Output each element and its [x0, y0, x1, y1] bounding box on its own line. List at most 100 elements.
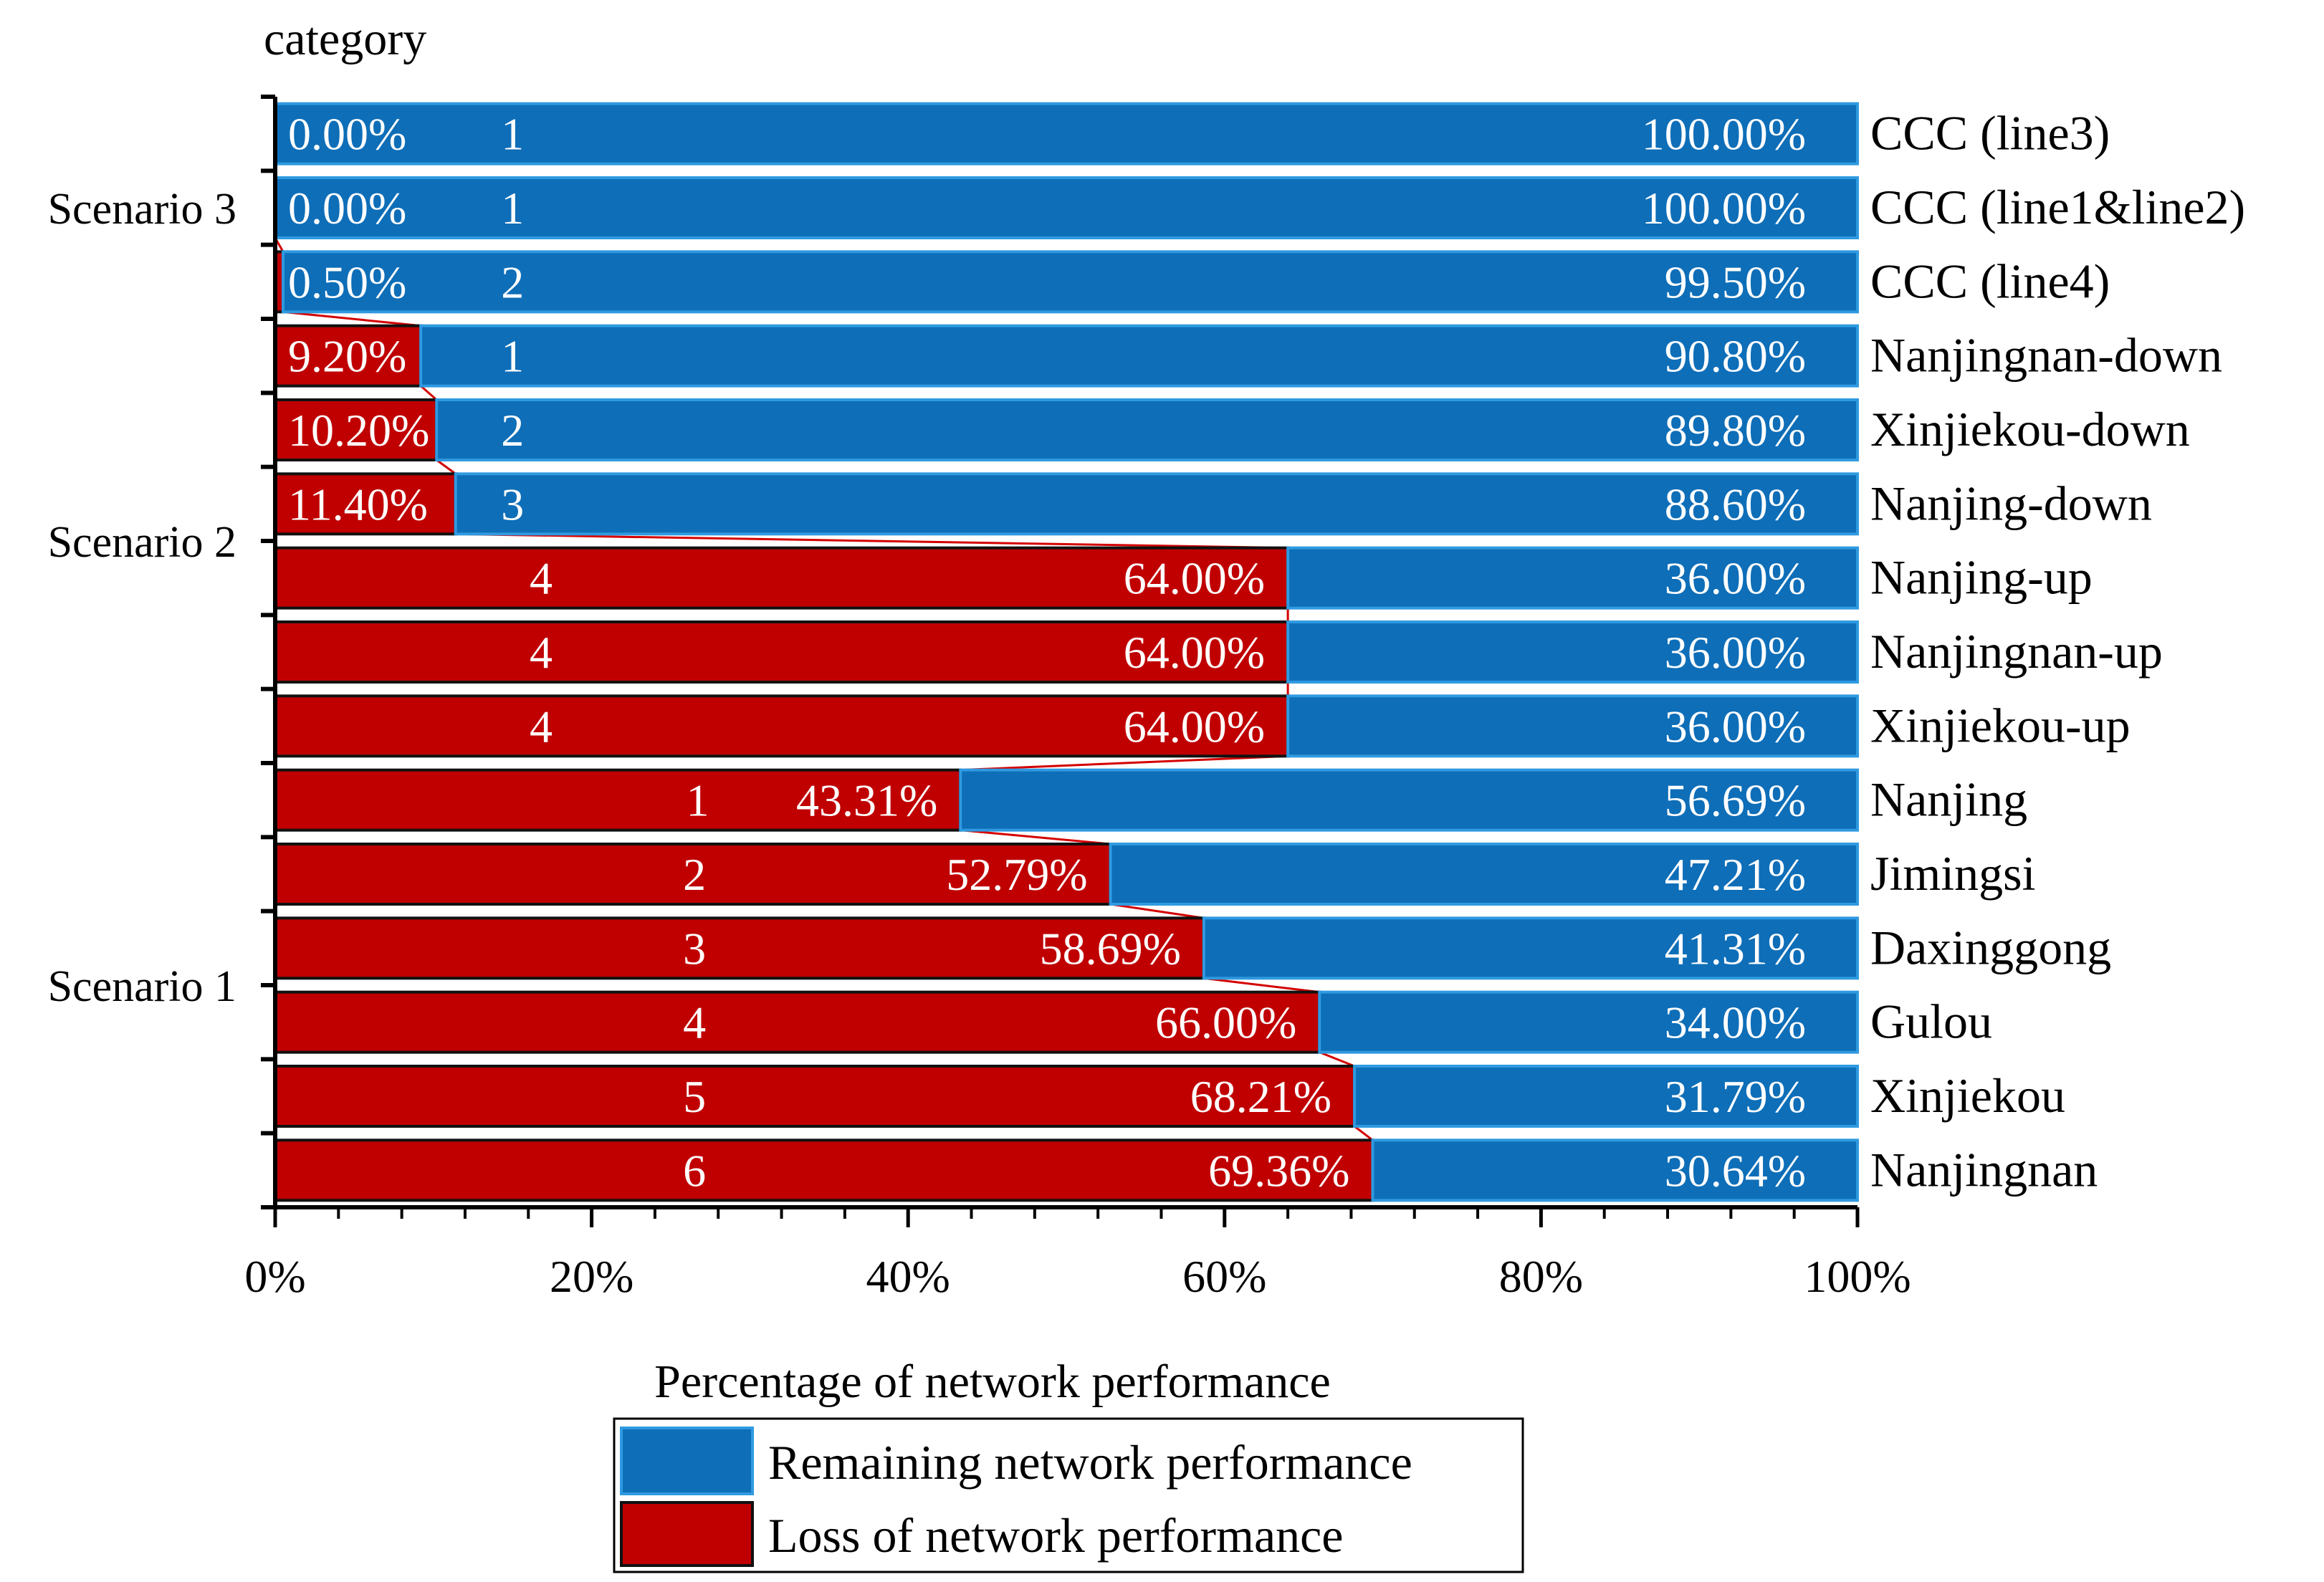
scenario-group-labels: Scenario 3 Scenario 2 Scenario 1 [48, 185, 236, 1011]
loss-value-label: 64.00% [1124, 627, 1265, 678]
scenario-label: Scenario 1 [48, 962, 236, 1011]
remaining-value-label: 34.00% [1665, 997, 1806, 1048]
remaining-value-label: 89.80% [1665, 405, 1806, 456]
category-label: Xinjiekou-down [1870, 402, 2190, 456]
legend-swatch-remaining [620, 1427, 754, 1495]
remaining-value-label: 41.31% [1665, 923, 1806, 974]
bar-loss [274, 694, 1290, 758]
loss-value-label: 52.79% [946, 849, 1087, 900]
x-tick-label: 0% [244, 1251, 305, 1302]
remaining-value-label: 47.21% [1665, 849, 1806, 900]
bar-loss [274, 398, 439, 461]
bar-loss [274, 472, 457, 536]
loss-value-label: 0.50% [288, 257, 406, 307]
legend: Percentage of network performance Remain… [613, 1356, 1524, 1573]
x-tick-label: 80% [1499, 1251, 1583, 1302]
rank-label: 2 [683, 849, 706, 900]
connector-line [420, 385, 438, 401]
legend-label-remaining: Remaining network performance [768, 1435, 1412, 1490]
connector-line [960, 754, 1288, 772]
connector-line [282, 310, 421, 327]
category-label: CCC (line3) [1870, 106, 2110, 160]
bars [274, 102, 1860, 1202]
loss-value-label: 10.20% [288, 405, 429, 456]
loss-value-label: 68.21% [1190, 1071, 1331, 1122]
rank-label: 6 [683, 1145, 706, 1196]
remaining-value-label: 90.80% [1665, 331, 1806, 382]
loss-value-label: 9.20% [288, 331, 406, 382]
category-label: Nanjing-up [1870, 550, 2093, 605]
loss-value-label: 64.00% [1124, 701, 1265, 752]
category-label: CCC (line4) [1870, 254, 2110, 308]
legend-swatch-loss [620, 1501, 754, 1567]
remaining-value-label: 88.60% [1665, 479, 1806, 529]
bar-remaining [419, 324, 1859, 388]
category-label: Nanjing [1870, 772, 2027, 827]
connector-line [1354, 1125, 1374, 1141]
rank-label: 1 [501, 183, 524, 234]
rank-label: 1 [501, 109, 524, 160]
remaining-value-label: 36.00% [1665, 553, 1806, 604]
category-labels: CCC (line3) CCC (line1&line2) CCC (line4) N… [1870, 106, 2245, 1197]
loss-value-label: 0.00% [288, 109, 406, 160]
x-tick-label: 20% [550, 1251, 633, 1302]
rank-label: 2 [501, 405, 524, 456]
loss-value-label: 66.00% [1155, 997, 1296, 1048]
loss-value-label: 69.36% [1208, 1145, 1349, 1196]
bar-connector-lines [274, 163, 1374, 1141]
y-axis-title: category [264, 13, 426, 65]
remaining-value-label: 100.00% [1642, 183, 1806, 234]
legend-frame [613, 1417, 1524, 1573]
category-label: Daxinggong [1870, 920, 2111, 974]
bar-remaining [282, 250, 1859, 314]
remaining-value-label: 36.00% [1665, 701, 1806, 752]
connector-line [1203, 977, 1320, 994]
rank-label: 3 [501, 479, 524, 529]
category-label: CCC (line1&line2) [1870, 180, 2245, 234]
loss-value-label: 58.69% [1040, 923, 1181, 974]
bar-loss [274, 1065, 1357, 1128]
category-label: Gulou [1870, 994, 1992, 1049]
rank-label: 1 [687, 775, 709, 826]
category-label: Xinjiekou [1870, 1068, 2065, 1123]
rank-label: 4 [683, 997, 706, 1048]
x-tick-label: 100% [1804, 1251, 1911, 1302]
rank-label: 3 [683, 923, 706, 974]
bar-loss [274, 1138, 1374, 1202]
x-tick-label: 40% [866, 1251, 950, 1302]
rank-label: 4 [530, 553, 553, 604]
rank-label: 1 [501, 331, 524, 382]
bar-remaining [1286, 620, 1859, 684]
bar-remaining [1318, 990, 1859, 1054]
legend-label-loss: Loss of network performance [768, 1508, 1344, 1563]
category-label: Jimingsi [1870, 846, 2036, 901]
loss-value-label: 64.00% [1124, 553, 1265, 604]
bar-value-labels: 0.00% 100.00% 1 0.00% 100.00% 1 0.50% 99.50% 2 9.… [288, 109, 1806, 1197]
bar-remaining [1371, 1138, 1859, 1202]
connector-line [1319, 1051, 1355, 1068]
connector-line [1110, 903, 1205, 919]
category-label: Nanjingnan-up [1870, 624, 2163, 679]
category-label: Xinjiekou-up [1870, 698, 2131, 752]
bar-remaining [1353, 1065, 1859, 1128]
bar-remaining [1109, 843, 1859, 906]
rank-label: 4 [530, 701, 553, 752]
remaining-value-label: 100.00% [1642, 109, 1806, 160]
rank-label: 2 [501, 257, 524, 307]
bar-remaining [1286, 694, 1859, 758]
connector-line [436, 459, 456, 475]
rank-label: 5 [683, 1071, 706, 1122]
bar-loss [274, 546, 1290, 610]
bar-remaining [435, 398, 1860, 461]
remaining-value-label: 99.50% [1665, 257, 1806, 307]
bar-remaining [1286, 546, 1859, 610]
bar-remaining [959, 768, 1859, 832]
category-label: Nanjing-down [1870, 476, 2152, 530]
connector-line [960, 829, 1111, 845]
bar-loss [274, 324, 423, 388]
remaining-value-label: 30.64% [1665, 1145, 1806, 1196]
loss-value-label: 11.40% [288, 479, 428, 529]
bar-remaining [1202, 916, 1860, 980]
remaining-value-label: 56.69% [1665, 775, 1806, 826]
